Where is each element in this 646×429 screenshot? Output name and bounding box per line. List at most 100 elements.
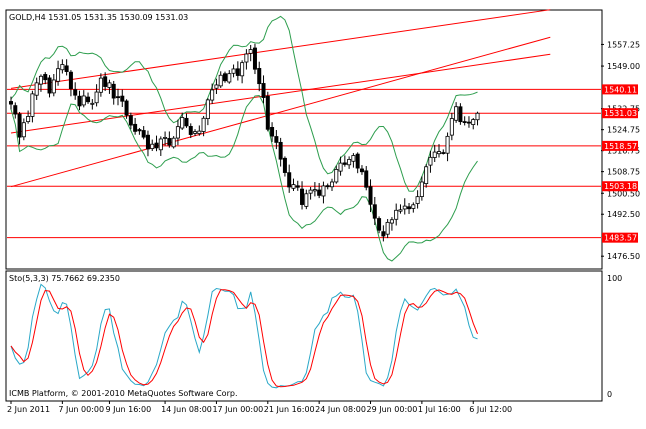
upper-band [10,15,478,192]
candle-body [300,188,305,205]
candle-body [21,122,26,138]
candle-body [471,119,476,125]
candle-body [98,77,103,93]
candle-body [60,64,65,71]
time-tick-label: 2 Jun 2011 [7,405,50,414]
candle-body [210,89,215,101]
candle-body [287,172,292,188]
chart-title: GOLD,H4 1531.05 1531.35 1530.09 1531.03 [9,13,188,22]
candle-body [175,126,180,139]
price-tag-box [602,232,638,243]
candle-body [90,102,95,105]
candle-body [394,209,399,220]
candle-body [201,117,206,132]
candle-body [325,185,330,188]
candle-body [385,221,390,235]
price-tag-box [602,84,638,95]
price-tick-label: 1476.50 [607,252,640,261]
candle-body [51,79,56,94]
price-tag-box [602,140,638,151]
candle-body [77,95,82,107]
lower-band [10,94,478,262]
candle-body [107,82,112,88]
candle-body [188,126,193,135]
candle-body [270,127,275,137]
copyright-annotation: ICMB Platform, © 2001-2010 MetaQuotes So… [9,389,238,398]
candle-body [116,96,121,99]
candle-body [167,138,172,146]
candle-body [449,118,454,136]
candle-body [235,68,240,76]
candle-body [193,131,198,134]
candle-body [441,152,446,154]
candle-body [240,62,245,77]
candle-body [81,95,86,106]
candle-body [124,100,129,116]
candle-body [377,218,382,231]
candle-body [415,196,420,204]
candle-body [13,105,18,115]
candle-body [295,185,300,188]
candle-body [145,134,150,150]
price-tick-label: 1492.50 [607,210,640,219]
stoch-main [10,283,478,389]
candle-body [355,153,360,169]
candle-body [321,185,326,197]
candle-body [137,129,142,132]
candle-body [411,204,416,209]
price-tick-label: 1508.75 [607,168,640,177]
candle-body [47,77,52,94]
time-tick-label: 7 Jun 00:00 [58,405,104,414]
candle-body [120,95,125,102]
candle-body [372,204,377,219]
candle-body [68,71,73,90]
candle-body [111,83,116,99]
candle-body [291,184,296,189]
time-tick-label: 9 Jun 16:00 [105,405,151,414]
stoch-tick-label: 100 [607,274,622,283]
candle-body [227,73,232,83]
candle-body [43,74,48,81]
candle-body [278,141,283,160]
candle-body [274,136,279,143]
stochastic-title: Sto(5,3,3) 75.7662 69.2350 [9,274,120,283]
candle-body [368,186,373,205]
candle-body [141,130,146,138]
price-tag-label: 1483.57 [604,234,637,243]
candle-body [56,68,61,82]
time-axis: 2 Jun 2011 7 Jun 00:00 9 Jun 16:00 14 Jun 0… [7,401,512,414]
candle-body [171,137,176,148]
candle-body [347,159,352,166]
candle-body [261,83,266,98]
candle-body [424,166,429,185]
candle-body [103,76,108,87]
candle-body [128,115,133,126]
candle-body [214,84,219,89]
candle-body [454,106,459,121]
candle-body [73,89,78,96]
price-tick-label: 1516.75 [607,147,640,156]
candle-body [154,142,159,149]
candle-body [308,189,313,194]
candle-body [351,155,356,162]
candle-body [462,121,467,123]
candle-body [257,68,262,85]
candle-body [312,189,317,192]
candle-body [197,130,202,134]
candle-body [17,113,22,138]
horizontal-levels[interactable] [7,88,601,239]
candle-body [133,123,138,132]
candle-body [317,189,322,196]
candle-body [466,121,471,124]
price-tick-label: 1549.00 [607,62,640,71]
candle-body [184,117,189,127]
candle-body [282,157,287,173]
candle-body [222,73,227,82]
candle-series [8,43,480,242]
price-tick-label: 1557.25 [607,40,640,49]
candle-body [30,93,35,117]
price-tag-box [602,108,638,119]
trend-line-channel-base [10,53,551,134]
candle-body [252,47,257,70]
price-tag-label: 1540.11 [604,85,637,94]
